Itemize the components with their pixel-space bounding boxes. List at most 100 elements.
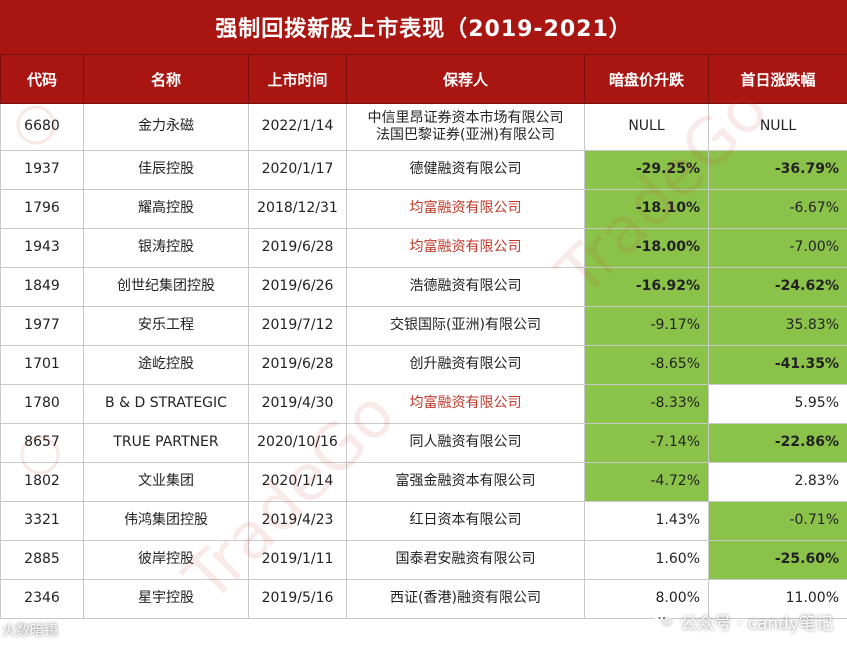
cell-dark-pool-change: 1.60% [585,541,709,580]
cell-code: 2346 [1,580,84,619]
cell-first-day-change: -22.86% [709,424,847,463]
cell-name: TRUE PARTNER [84,424,249,463]
cell-sponsor: 均富融资有限公司 [347,385,585,424]
cell-first-day-change: -25.60% [709,541,847,580]
header-name: 名称 [84,55,249,104]
cell-sponsor: 富强金融资本有限公司 [347,463,585,502]
cell-listing-date: 2020/10/16 [249,424,347,463]
sponsor-line: 交银国际(亚洲)有限公司 [353,317,578,335]
cell-listing-date: 2020/1/17 [249,151,347,190]
cell-name: 彼岸控股 [84,541,249,580]
cell-listing-date: 2019/4/23 [249,502,347,541]
cell-first-day-change: NULL [709,104,847,151]
footer-watermark: 公众号 · candy笔记 [654,609,833,634]
sponsor-line: 浩德融资有限公司 [353,278,578,296]
cell-dark-pool-change: -29.25% [585,151,709,190]
corner-watermark: 火数暗镜 [2,620,58,640]
cell-name: 途屹控股 [84,346,249,385]
cell-sponsor: 浩德融资有限公司 [347,268,585,307]
cell-listing-date: 2019/6/28 [249,346,347,385]
cell-dark-pool-change: -18.00% [585,229,709,268]
cell-listing-date: 2019/6/26 [249,268,347,307]
header-code: 代码 [1,55,84,104]
cell-listing-date: 2019/5/16 [249,580,347,619]
cell-sponsor: 均富融资有限公司 [347,190,585,229]
sponsor-line: 国泰君安融资有限公司 [353,551,578,569]
cell-code: 1701 [1,346,84,385]
cell-name: 佳辰控股 [84,151,249,190]
cell-dark-pool-change: -7.14% [585,424,709,463]
cell-code: 1937 [1,151,84,190]
sponsor-line: 法国巴黎证券(亚洲)有限公司 [353,127,578,145]
sponsor-line: 富强金融资本有限公司 [353,473,578,491]
cell-listing-date: 2019/1/11 [249,541,347,580]
cell-first-day-change: -7.00% [709,229,847,268]
sponsor-line: 均富融资有限公司 [353,200,578,218]
cell-listing-date: 2019/7/12 [249,307,347,346]
cell-code: 6680 [1,104,84,151]
cell-code: 1849 [1,268,84,307]
sponsor-line: 红日资本有限公司 [353,512,578,530]
cell-name: 安乐工程 [84,307,249,346]
sponsor-line: 同人融资有限公司 [353,434,578,452]
cell-code: 1796 [1,190,84,229]
sponsor-line: 德健融资有限公司 [353,161,578,179]
cell-sponsor: 同人融资有限公司 [347,424,585,463]
header-dark-pool-change: 暗盘价升跌 [585,55,709,104]
cell-sponsor: 均富融资有限公司 [347,229,585,268]
cell-dark-pool-change: -9.17% [585,307,709,346]
cell-first-day-change: -24.62% [709,268,847,307]
cell-sponsor: 中信里昂证券资本市场有限公司法国巴黎证券(亚洲)有限公司 [347,104,585,151]
cell-name: 星宇控股 [84,580,249,619]
cell-listing-date: 2022/1/14 [249,104,347,151]
cell-code: 1780 [1,385,84,424]
cell-sponsor: 德健融资有限公司 [347,151,585,190]
cell-first-day-change: -36.79% [709,151,847,190]
cell-listing-date: 2018/12/31 [249,190,347,229]
header-listing-date: 上市时间 [249,55,347,104]
cell-sponsor: 西证(香港)融资有限公司 [347,580,585,619]
cell-name: 创世纪集团控股 [84,268,249,307]
cell-code: 1943 [1,229,84,268]
table-title: 强制回拨新股上市表现（2019-2021） [0,0,847,54]
cell-name: 耀高控股 [84,190,249,229]
cell-dark-pool-change: NULL [585,104,709,151]
cell-sponsor: 交银国际(亚洲)有限公司 [347,307,585,346]
cell-first-day-change: 2.83% [709,463,847,502]
sponsor-line: 均富融资有限公司 [353,239,578,257]
cell-first-day-change: -6.67% [709,190,847,229]
cell-code: 1977 [1,307,84,346]
cell-first-day-change: 35.83% [709,307,847,346]
cell-dark-pool-change: -16.92% [585,268,709,307]
cell-sponsor: 创升融资有限公司 [347,346,585,385]
cell-dark-pool-change: -8.33% [585,385,709,424]
cell-name: B & D STRATEGIC [84,385,249,424]
cell-dark-pool-change: -4.72% [585,463,709,502]
header-row: 代码 名称 上市时间 保荐人 暗盘价升跌 首日涨跌幅 [1,55,847,104]
cell-code: 1802 [1,463,84,502]
header-sponsor: 保荐人 [347,55,585,104]
cell-sponsor: 红日资本有限公司 [347,502,585,541]
cell-code: 2885 [1,541,84,580]
sponsor-line: 创升融资有限公司 [353,356,578,374]
footer-watermark-text: 公众号 · candy笔记 [680,609,833,634]
cell-code: 3321 [1,502,84,541]
cell-first-day-change: -0.71% [709,502,847,541]
cell-listing-date: 2019/4/30 [249,385,347,424]
cell-name: 金力永磁 [84,104,249,151]
cell-dark-pool-change: -18.10% [585,190,709,229]
cell-dark-pool-change: -8.65% [585,346,709,385]
